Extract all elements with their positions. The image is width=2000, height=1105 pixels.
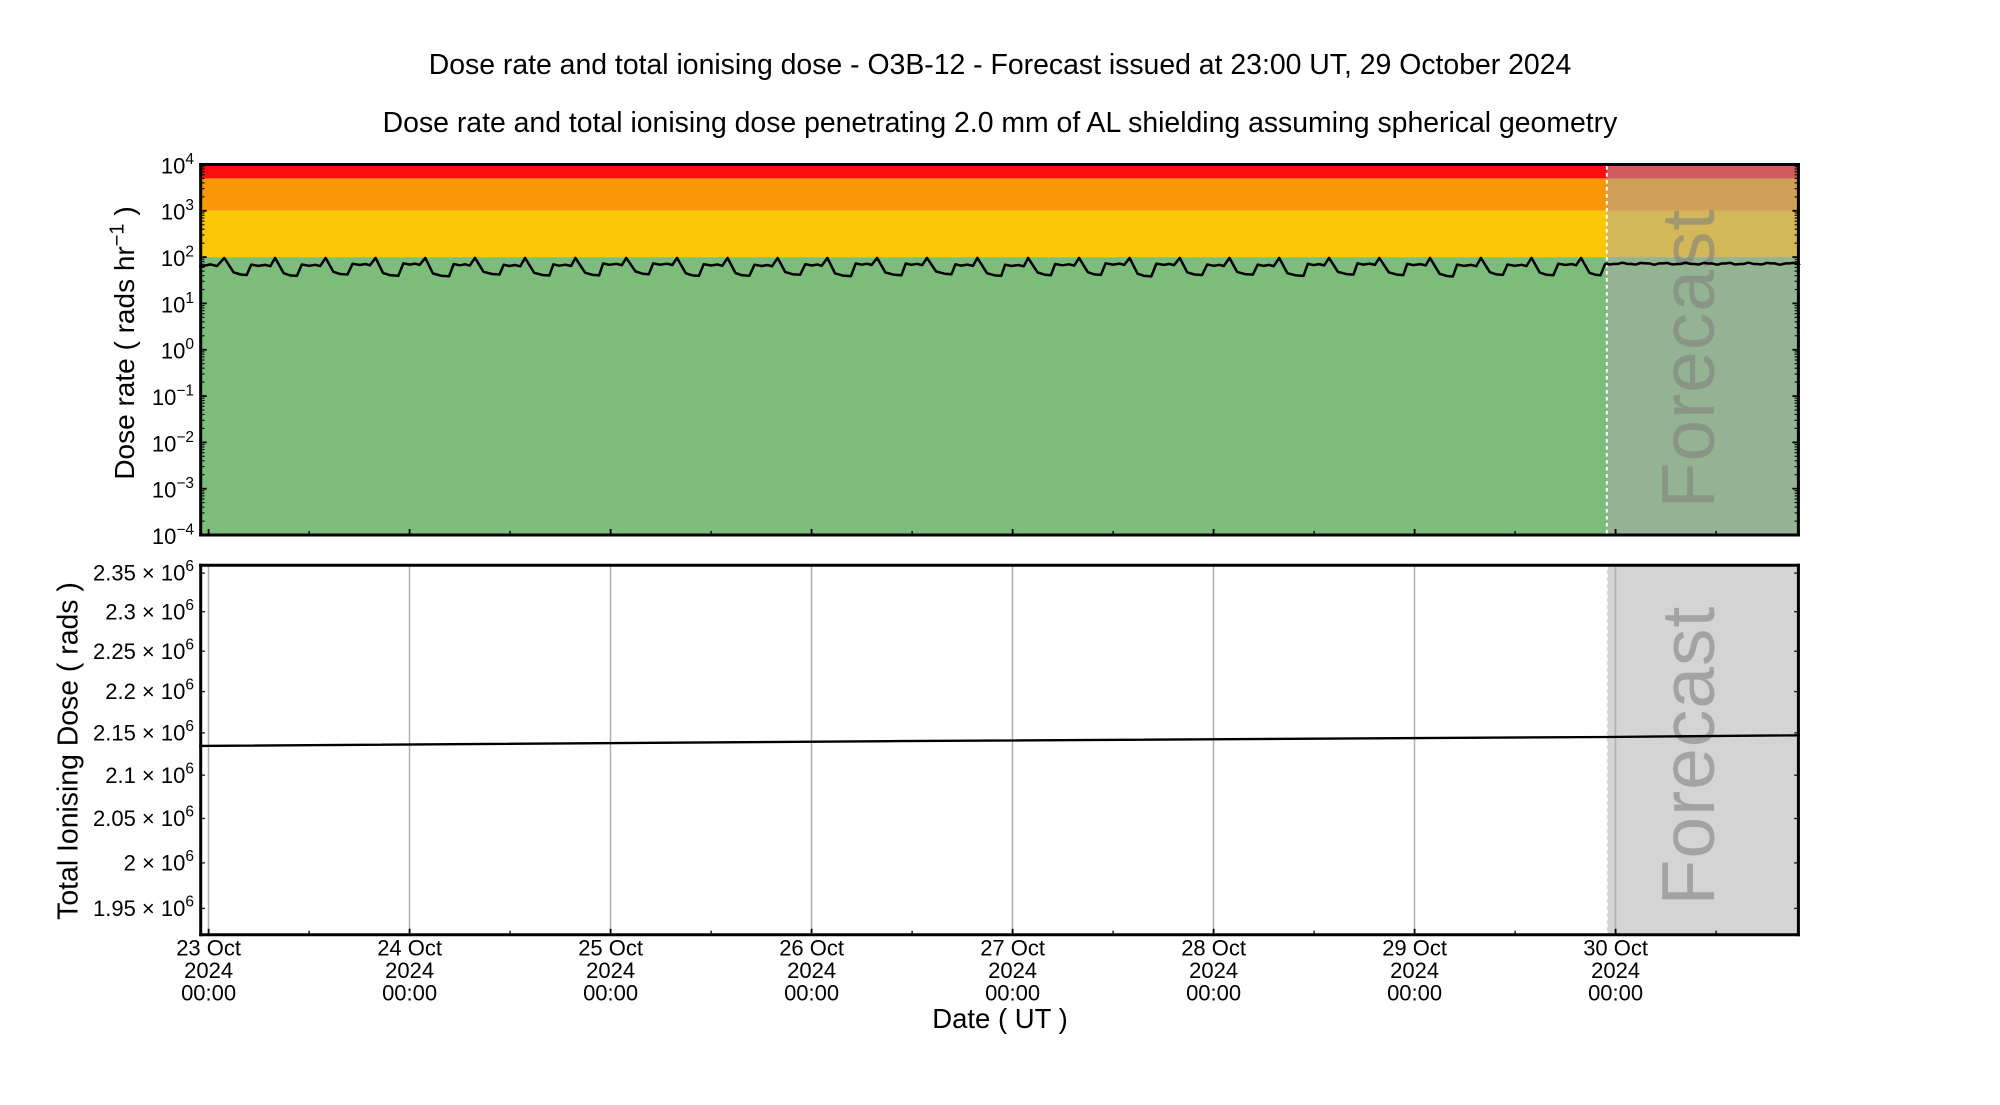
svg-text:00:00: 00:00 — [985, 981, 1040, 1006]
svg-text:00:00: 00:00 — [382, 981, 437, 1006]
svg-text:Forecast: Forecast — [1646, 606, 1730, 906]
svg-text:26 Oct: 26 Oct — [779, 936, 844, 961]
svg-text:30 Oct: 30 Oct — [1583, 936, 1648, 961]
svg-text:2024: 2024 — [1189, 958, 1238, 983]
svg-text:Dose rate and total ionising d: Dose rate and total ionising dose penetr… — [383, 107, 1618, 139]
svg-text:23 Oct: 23 Oct — [176, 936, 241, 961]
svg-text:2024: 2024 — [1390, 958, 1439, 983]
svg-text:Total Ionising Dose ( rads ): Total Ionising Dose ( rads ) — [53, 582, 85, 920]
svg-text:Forecast: Forecast — [1646, 209, 1730, 509]
svg-text:Dose rate ( rads hr−1 ): Dose rate ( rads hr−1 ) — [107, 206, 141, 479]
svg-text:00:00: 00:00 — [181, 981, 236, 1006]
svg-text:2.25 × 106: 2.25 × 106 — [93, 636, 194, 664]
svg-text:27 Oct: 27 Oct — [980, 936, 1045, 961]
svg-text:2024: 2024 — [988, 958, 1037, 983]
svg-text:1.95 × 106: 1.95 × 106 — [93, 894, 194, 922]
svg-text:2.2 × 106: 2.2 × 106 — [105, 677, 194, 705]
svg-text:24 Oct: 24 Oct — [377, 936, 442, 961]
svg-text:Dose rate and total ionising d: Dose rate and total ionising dose - O3B-… — [429, 49, 1572, 81]
svg-text:2.3 × 106: 2.3 × 106 — [105, 597, 194, 625]
svg-text:00:00: 00:00 — [1387, 981, 1442, 1006]
svg-text:2024: 2024 — [787, 958, 836, 983]
svg-text:00:00: 00:00 — [1186, 981, 1241, 1006]
svg-text:00:00: 00:00 — [1588, 981, 1643, 1006]
svg-text:2024: 2024 — [1591, 958, 1640, 983]
svg-text:2.05 × 106: 2.05 × 106 — [93, 804, 194, 832]
svg-text:2.15 × 106: 2.15 × 106 — [93, 718, 194, 746]
svg-text:2024: 2024 — [586, 958, 635, 983]
svg-text:25 Oct: 25 Oct — [578, 936, 643, 961]
svg-text:29 Oct: 29 Oct — [1382, 936, 1447, 961]
svg-text:Date ( UT ): Date ( UT ) — [932, 1003, 1068, 1034]
svg-text:2 × 106: 2 × 106 — [124, 848, 194, 876]
svg-text:28 Oct: 28 Oct — [1181, 936, 1246, 961]
svg-text:10−1: 10−1 — [152, 383, 194, 411]
svg-text:2024: 2024 — [385, 958, 434, 983]
svg-text:2.1 × 106: 2.1 × 106 — [105, 760, 194, 788]
svg-text:2.35 × 106: 2.35 × 106 — [93, 558, 194, 586]
svg-text:2024: 2024 — [184, 958, 233, 983]
svg-text:00:00: 00:00 — [784, 981, 839, 1006]
svg-text:00:00: 00:00 — [583, 981, 638, 1006]
